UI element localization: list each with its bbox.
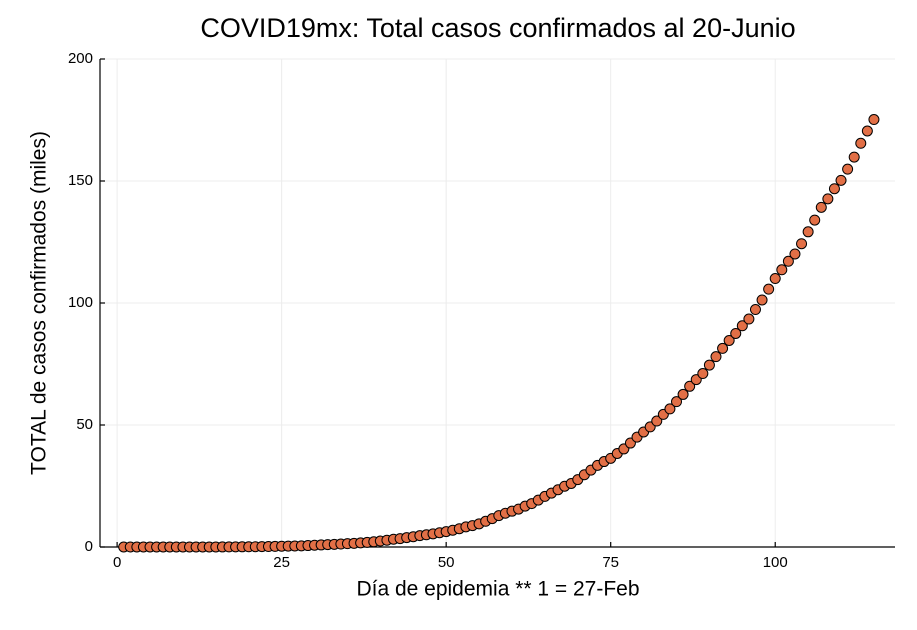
point [697,368,709,380]
chart-title: COVID19mx: Total casos confirmados al 20… [200,13,795,43]
point [749,304,761,316]
point [684,380,696,392]
point [664,403,676,415]
y-tick-label: 150 [68,172,93,189]
point [861,125,873,137]
point [842,163,854,175]
point [763,283,775,295]
point [815,201,827,213]
point [789,248,801,260]
point [776,264,788,276]
point [736,320,748,332]
point [730,327,742,339]
y-axis-label: TOTAL de casos confirmados (miles) [28,131,51,475]
point [855,137,867,149]
x-tick-label: 0 [113,554,121,571]
x-tick-label: 100 [763,554,788,571]
point [828,183,840,195]
point [848,151,860,163]
x-tick-label: 50 [438,554,455,571]
point [809,214,821,226]
point [723,335,735,347]
point [703,359,715,371]
x-tick-label: 75 [602,554,619,571]
point [677,388,689,400]
point [868,114,880,126]
x-tick-label: 25 [273,554,290,571]
x-axis-label: Día de epidemia ** 1 = 27-Feb [356,578,639,601]
point [756,294,768,306]
y-tick-label: 50 [76,416,93,433]
point [769,273,781,285]
y-tick-label: 100 [68,294,93,311]
point [671,396,683,408]
y-tick-label: 0 [85,538,93,555]
y-tick-label: 200 [68,50,93,67]
point [651,415,663,427]
point [710,351,722,363]
point [796,238,808,250]
point [822,193,834,205]
point [835,174,847,186]
point [743,313,755,325]
point [802,226,814,238]
point [717,342,729,354]
point [782,255,794,267]
